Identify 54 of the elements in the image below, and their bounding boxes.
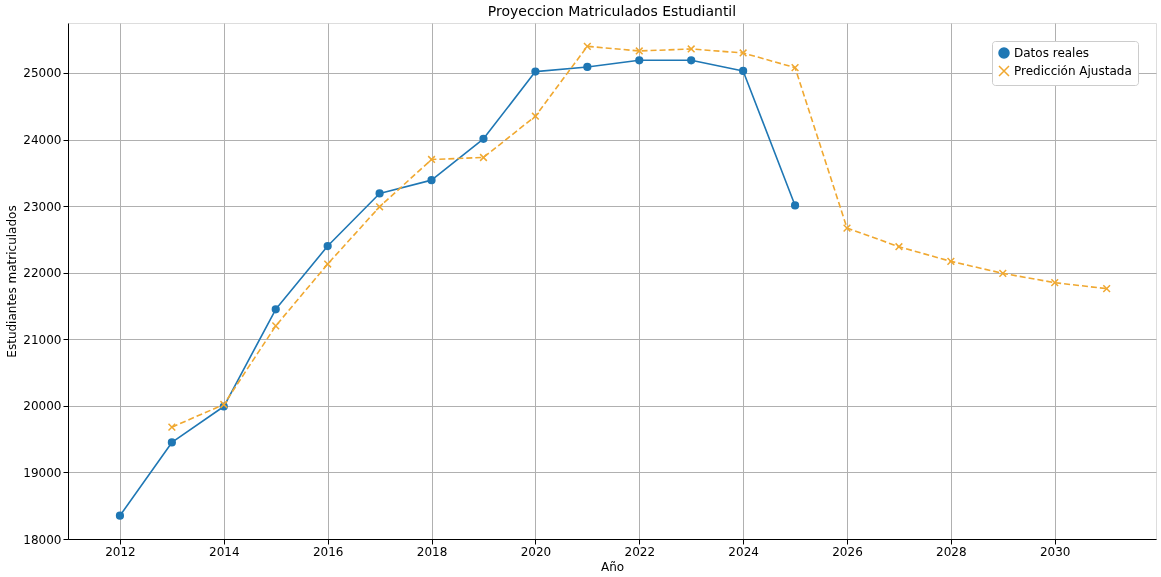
point (375, 202, 384, 211)
point (427, 155, 436, 164)
x-tick-label: 2024 (728, 544, 759, 559)
point (894, 242, 904, 251)
y-tick-label: 18000 (23, 532, 62, 547)
point (790, 201, 800, 210)
point (635, 56, 644, 65)
point (479, 153, 488, 162)
x-tick-label: 2012 (105, 544, 136, 559)
x-tick-label: 2026 (832, 544, 863, 559)
point (323, 259, 332, 269)
point (1050, 278, 1059, 287)
x-tick-label: 2030 (1039, 544, 1071, 559)
point (271, 305, 280, 314)
y-tick-label: 24000 (23, 133, 62, 148)
point (687, 44, 696, 54)
point (583, 62, 592, 72)
point (1102, 284, 1111, 293)
point (790, 63, 800, 72)
point (531, 112, 540, 121)
y-axis-title: Estudiantes matriculados (5, 205, 20, 358)
point (583, 42, 592, 51)
legend-label: Datos reales (1014, 46, 1090, 60)
legend-label: Predicción Ajustada (1014, 64, 1132, 78)
point (842, 223, 852, 233)
y-tick-label: 22000 (23, 266, 62, 281)
x-tick-label: 2028 (936, 544, 967, 559)
point (739, 66, 748, 76)
x-tick-label: 2016 (312, 544, 344, 559)
point (531, 67, 540, 76)
point (479, 134, 488, 143)
point (739, 48, 748, 58)
x-tick-label: 2014 (209, 544, 240, 559)
chart-title: Proyeccion Matriculados Estudiantil (487, 3, 737, 19)
point (998, 269, 1007, 278)
point (375, 189, 384, 198)
point (271, 321, 280, 331)
point (427, 176, 436, 185)
y-tick-label: 21000 (23, 332, 62, 347)
y-tick-label: 23000 (23, 199, 62, 214)
point (323, 241, 332, 251)
y-tick-label: 20000 (23, 399, 62, 414)
x-axis-title: Año (600, 559, 625, 574)
point (167, 438, 176, 447)
point (687, 56, 696, 65)
x-tick-label: 2022 (624, 544, 656, 559)
x-tick-label: 2020 (520, 544, 552, 559)
x-tick-label: 2018 (416, 544, 448, 559)
y-tick-label: 19000 (23, 465, 62, 480)
point (635, 46, 644, 56)
point (167, 423, 176, 432)
point (115, 511, 125, 520)
y-tick-label: 25000 (23, 66, 62, 81)
point (946, 257, 955, 266)
